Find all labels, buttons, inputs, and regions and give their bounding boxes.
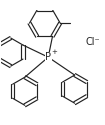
Text: Cl⁻: Cl⁻ [86,37,100,47]
Text: P: P [45,52,51,62]
Text: +: + [51,49,57,55]
